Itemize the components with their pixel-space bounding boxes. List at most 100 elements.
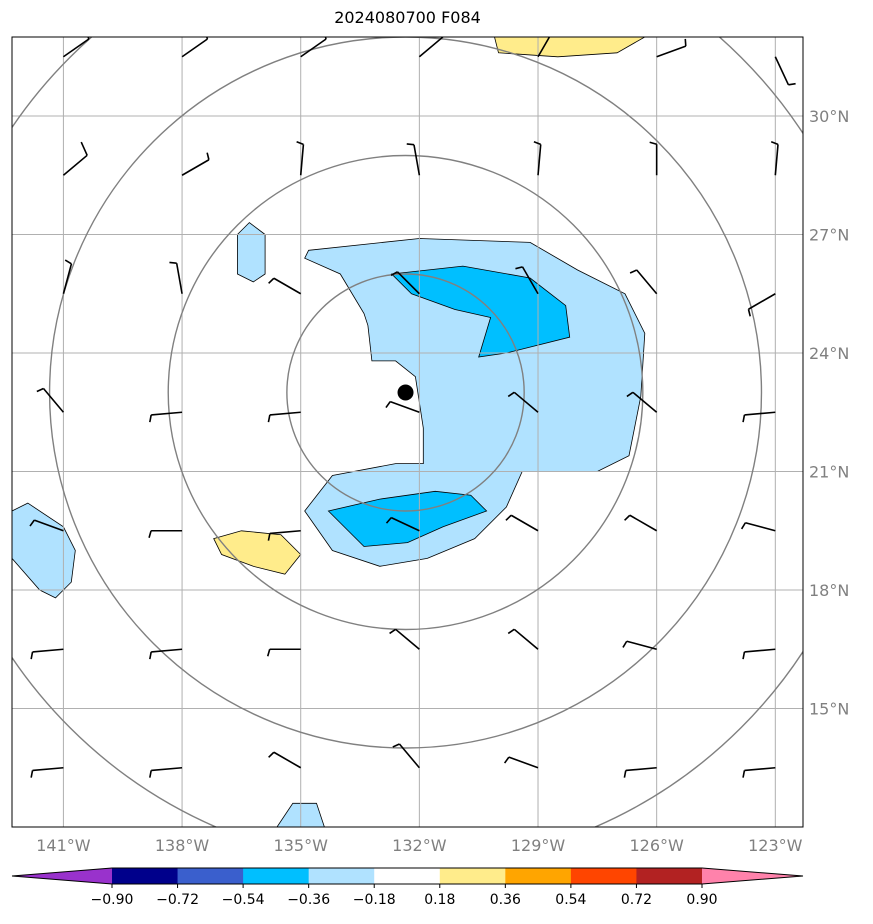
range-ring: [48, 37, 763, 749]
shaded-region: [213, 530, 301, 575]
barb-half-flag: [742, 770, 746, 778]
wind-barb: [62, 259, 73, 294]
barb-stem: [508, 756, 539, 769]
colorbar-tick-label: 0.72: [621, 892, 652, 908]
barb-stem: [748, 293, 776, 310]
barb-stem: [300, 38, 327, 58]
barb-stem: [175, 263, 183, 294]
barb-half-flag: [649, 141, 657, 146]
barb-stem: [418, 37, 444, 58]
barb-stem: [745, 521, 776, 532]
barb-stem: [273, 751, 302, 769]
colorbar-extend-low: [12, 868, 112, 884]
colorbar-tick-label: −0.54: [222, 892, 265, 908]
barb-stem: [32, 648, 64, 653]
wind-barb: [149, 411, 183, 423]
barb-stem: [273, 277, 302, 295]
storm-center-marker: [397, 384, 414, 401]
colorbar-segment: [439, 868, 506, 884]
barb-half-flag: [788, 82, 796, 86]
contour-line: [494, 37, 646, 58]
colorbar-tick-label: 0.18: [424, 892, 455, 908]
barb-half-flag: [206, 152, 210, 160]
shaded-region: [494, 37, 645, 57]
barb-half-flag: [548, 25, 553, 30]
barb-stem: [744, 766, 776, 772]
barb-stem: [521, 266, 539, 295]
barb-half-flag: [392, 743, 400, 748]
barb-stem: [537, 144, 542, 176]
barb-half-flag: [296, 141, 304, 146]
wind-barb: [770, 141, 779, 176]
barb-half-flag: [148, 530, 152, 538]
barb-stem: [537, 37, 551, 58]
barb-half-flag: [442, 37, 443, 38]
wind-barb: [626, 391, 658, 413]
barb-half-flag: [267, 414, 271, 423]
barb-half-flag: [266, 649, 271, 657]
colorbar-tick-label: −0.90: [91, 892, 134, 908]
barb-half-flag: [36, 387, 44, 393]
storm-center: [397, 384, 414, 401]
barb-stem: [395, 628, 420, 650]
barb-half-flag: [747, 309, 752, 317]
barb-stem: [744, 411, 776, 416]
wind-barb: [742, 766, 776, 778]
lon-tick-labels: 141°W 138°W 135°W 132°W 129°W 126°W 123°W: [36, 836, 802, 855]
lat-tick-label: 30°N: [809, 107, 849, 126]
chart-title: 2024080700 F084: [334, 8, 481, 27]
barb-half-flag: [30, 651, 34, 660]
barb-half-flag: [626, 391, 634, 398]
contour-line: [12, 502, 76, 599]
barb-half-flag: [149, 414, 152, 423]
wind-barb: [30, 648, 64, 660]
lon-tick-label: 123°W: [748, 836, 803, 855]
barb-stem: [32, 766, 64, 772]
colorbar-tick-label: −0.18: [353, 892, 396, 908]
wind-barb: [268, 751, 302, 769]
colorbar-tick-label: −0.72: [156, 892, 199, 908]
wind-barb: [36, 387, 65, 413]
barb-half-flag: [268, 751, 275, 758]
barb-half-flag: [149, 651, 152, 660]
lon-tick-label: 126°W: [629, 836, 684, 855]
range-ring: [167, 154, 644, 631]
wind-barb: [656, 38, 687, 58]
wind-barb: [149, 766, 183, 778]
barb-stem: [398, 743, 420, 769]
barb-half-flag: [268, 277, 275, 284]
barb-half-flag: [385, 401, 391, 409]
barb-stem: [632, 391, 658, 413]
wind-barb: [533, 141, 542, 176]
barb-stem: [389, 400, 420, 414]
wind-barb: [774, 56, 796, 86]
barb-stem: [774, 144, 779, 176]
colorbar-segment: [112, 868, 179, 884]
wind-barb: [148, 529, 183, 538]
barb-stem: [151, 766, 183, 772]
contour-line: [304, 238, 646, 567]
lat-tick-label: 18°N: [809, 581, 849, 600]
barb-stem: [62, 154, 88, 176]
barb-half-flag: [385, 517, 392, 524]
wind-barb: [300, 37, 327, 58]
colorbar-tick-label: 0.54: [555, 892, 586, 908]
wind-barb: [507, 628, 539, 650]
colorbar-segment: [243, 868, 310, 884]
wind-barb: [268, 277, 302, 295]
colorbar-extend-high: [702, 868, 803, 884]
lat-tick-label: 27°N: [809, 226, 849, 245]
wind-barb: [503, 756, 539, 769]
contour-line: [276, 802, 325, 827]
barb-stem: [62, 38, 90, 58]
barb-stem: [269, 411, 301, 416]
wind-barb: [267, 411, 301, 423]
barb-stem: [396, 271, 420, 295]
barb-stem: [636, 269, 658, 295]
barb-stem: [181, 38, 208, 58]
barb-half-flag: [533, 141, 542, 146]
barb-half-flag: [507, 391, 515, 398]
wind-barb: [181, 37, 209, 58]
barb-half-flag: [30, 770, 34, 778]
wind-barbs: [29, 25, 796, 778]
